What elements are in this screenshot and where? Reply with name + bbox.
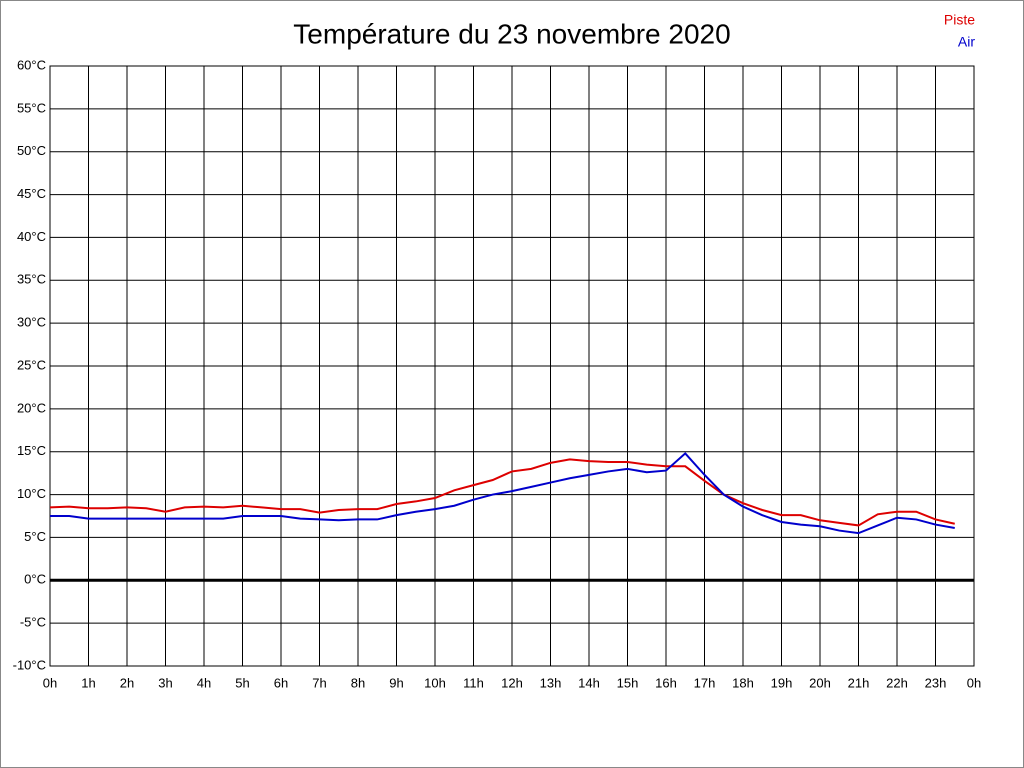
x-tick-label: 5h <box>235 675 249 690</box>
x-tick-label: 18h <box>732 675 754 690</box>
x-tick-label: 6h <box>274 675 288 690</box>
y-tick-label: 20°C <box>17 400 46 415</box>
y-tick-label: 50°C <box>17 143 46 158</box>
legend-entry: Air <box>958 34 975 50</box>
y-tick-label: 5°C <box>24 529 46 544</box>
x-tick-label: 22h <box>886 675 908 690</box>
y-tick-label: 25°C <box>17 357 46 372</box>
y-tick-label: -5°C <box>20 615 46 630</box>
x-tick-label: 23h <box>925 675 947 690</box>
y-tick-label: 60°C <box>17 57 46 72</box>
data-line <box>50 452 955 535</box>
x-tick-label: 10h <box>424 675 446 690</box>
x-tick-label: 0h <box>967 675 981 690</box>
y-tick-label: -10°C <box>13 657 46 672</box>
x-tick-label: 13h <box>540 675 562 690</box>
x-tick-label: 9h <box>389 675 403 690</box>
x-tick-label: 11h <box>463 675 484 690</box>
chart-title: Température du 23 novembre 2020 <box>293 18 730 49</box>
y-tick-label: 55°C <box>17 100 46 115</box>
x-tick-label: 2h <box>120 675 134 690</box>
legend-entry: Piste <box>944 12 975 28</box>
x-tick-label: 16h <box>655 675 677 690</box>
x-tick-label: 7h <box>312 675 326 690</box>
y-tick-label: 45°C <box>17 186 46 201</box>
x-tick-label: 19h <box>771 675 793 690</box>
y-tick-label: 10°C <box>17 486 46 501</box>
x-tick-label: 17h <box>694 675 716 690</box>
x-tick-label: 21h <box>848 675 870 690</box>
y-tick-label: 15°C <box>17 443 46 458</box>
x-tick-label: 0h <box>43 675 57 690</box>
data-line <box>49 458 955 527</box>
x-tick-label: 1h <box>81 675 95 690</box>
y-tick-label: 0°C <box>24 572 46 587</box>
x-tick-label: 14h <box>578 675 600 690</box>
x-tick-label: 3h <box>158 675 172 690</box>
x-tick-label: 15h <box>617 675 639 690</box>
x-tick-label: 12h <box>501 675 523 690</box>
x-tick-label: 20h <box>809 675 831 690</box>
y-tick-label: 30°C <box>17 315 46 330</box>
x-tick-label: 4h <box>197 675 211 690</box>
y-tick-label: 40°C <box>17 229 46 244</box>
y-tick-label: 35°C <box>17 272 46 287</box>
x-tick-label: 8h <box>351 675 365 690</box>
